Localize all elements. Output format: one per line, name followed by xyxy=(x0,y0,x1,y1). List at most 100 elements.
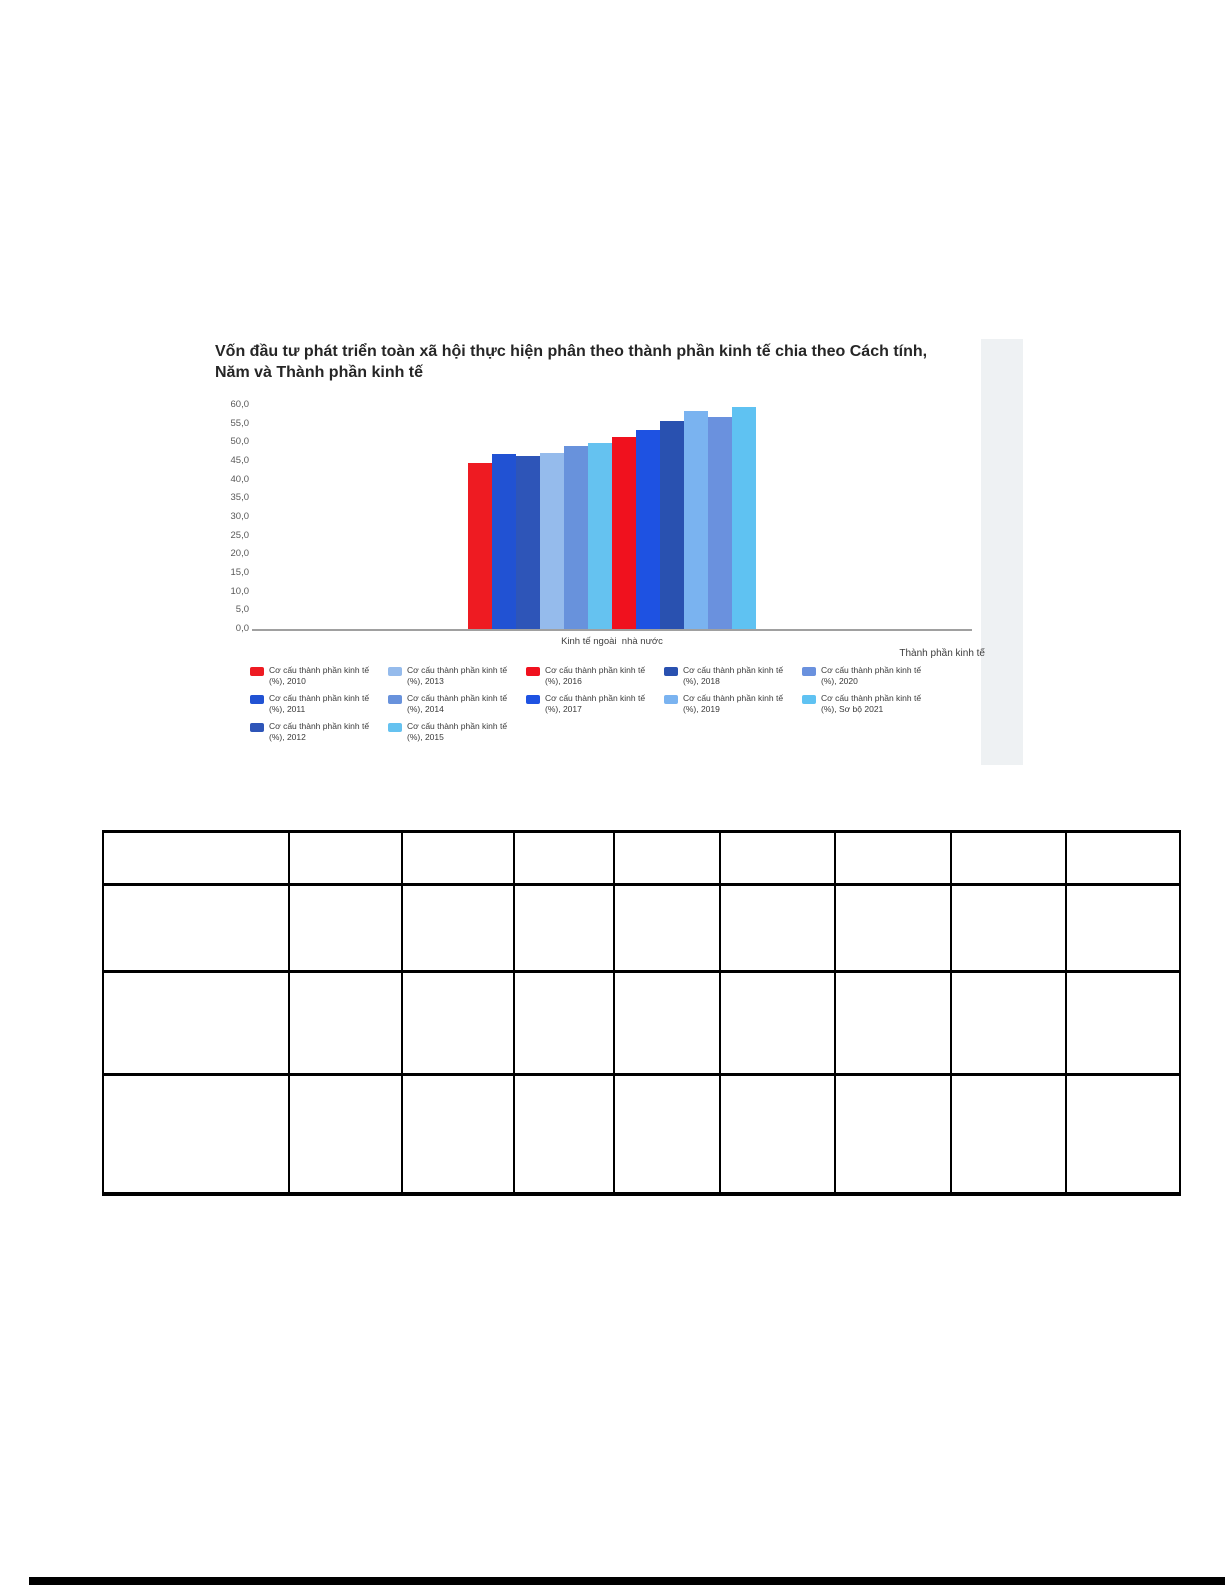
table-row xyxy=(102,970,1181,1076)
table-cell xyxy=(719,1073,836,1196)
legend-column: Cơ cấu thành phần kinh tế (%), 2020 Cơ cấu… xyxy=(802,665,940,742)
legend-item-label: Cơ cấu thành phần kinh tế (%), 2014 xyxy=(407,693,508,714)
legend-item-label: Cơ cấu thành phần kinh tế (%), 2013 xyxy=(407,665,508,686)
table-cell xyxy=(1065,830,1181,886)
table-cell xyxy=(288,1073,403,1196)
table-cell xyxy=(719,883,836,973)
table-cell xyxy=(102,970,290,1076)
table-cell xyxy=(401,883,515,973)
table-cell xyxy=(613,830,721,886)
table-cell xyxy=(719,830,836,886)
table-cell xyxy=(613,883,721,973)
table-cell xyxy=(513,830,615,886)
table-row xyxy=(102,1073,1181,1196)
table-cell xyxy=(834,883,952,973)
table-cell xyxy=(613,970,721,1076)
bar-2021sb xyxy=(732,407,756,629)
legend-item-2019: Cơ cấu thành phần kinh tế (%), 2019 xyxy=(664,693,802,714)
y-axis-tick-label: 0,0 xyxy=(235,623,249,634)
table-cell xyxy=(288,970,403,1076)
bar-2014 xyxy=(564,446,588,629)
legend-item-label: Cơ cấu thành phần kinh tế (%), 2020 xyxy=(821,665,922,686)
bottom-black-bar xyxy=(29,1577,1225,1585)
legend-item-2018: Cơ cấu thành phần kinh tế (%), 2018 xyxy=(664,665,802,686)
y-axis-tick-label: 25,0 xyxy=(230,529,250,541)
table-cell xyxy=(401,1073,515,1196)
legend-column: Cơ cấu thành phần kinh tế (%), 2013 Cơ cấu… xyxy=(388,665,526,742)
x-axis-category-label: Kinh tế ngoài nhà nước xyxy=(561,636,663,647)
legend-item-2013: Cơ cấu thành phần kinh tế (%), 2013 xyxy=(388,665,526,686)
table-cell xyxy=(950,830,1067,886)
y-axis-tick-label: 10,0 xyxy=(230,585,250,597)
legend-column: Cơ cấu thành phần kinh tế (%), 2016 Cơ cấu… xyxy=(526,665,664,742)
chart-legend: Cơ cấu thành phần kinh tế (%), 2010 Cơ cấu… xyxy=(250,665,995,742)
legend-item-label: Cơ cấu thành phần kinh tế (%), 2018 xyxy=(683,665,784,686)
bar-2018 xyxy=(660,420,684,629)
legend-column: Cơ cấu thành phần kinh tế (%), 2018 Cơ cấu… xyxy=(664,665,802,742)
legend-item-label: Cơ cấu thành phần kinh tế (%), 2010 xyxy=(269,665,370,686)
plot-area: Vốn đầu tư phát triển toàn xã hội thực h… xyxy=(215,337,1025,767)
bar-2010 xyxy=(468,462,492,629)
legend-swatch xyxy=(250,695,264,704)
legend-swatch xyxy=(526,667,540,676)
legend-item-2012: Cơ cấu thành phần kinh tế (%), 2012 xyxy=(250,721,388,742)
y-axis-tick-label: 40,0 xyxy=(230,473,250,485)
legend-item-2011: Cơ cấu thành phần kinh tế (%), 2011 xyxy=(250,693,388,714)
table-cell xyxy=(1065,883,1181,973)
legend-swatch xyxy=(664,667,678,676)
table-cell xyxy=(288,883,403,973)
legend-item-2021sb: Cơ cấu thành phần kinh tế (%), Sơ bộ 2021 xyxy=(802,693,940,714)
table-cell xyxy=(719,970,836,1076)
legend-item-label: Cơ cấu thành phần kinh tế (%), 2016 xyxy=(545,665,646,686)
legend-item-label: Cơ cấu thành phần kinh tế (%), 2017 xyxy=(545,693,646,714)
bar-2015 xyxy=(588,442,612,629)
legend-swatch xyxy=(250,667,264,676)
table-cell xyxy=(950,883,1067,973)
legend-item-2015: Cơ cấu thành phần kinh tế (%), 2015 xyxy=(388,721,526,742)
y-axis-tick-label: 45,0 xyxy=(230,455,250,466)
chart: Vốn đầu tư phát triển toàn xã hội thực h… xyxy=(215,337,1025,767)
x-axis-line xyxy=(252,629,972,631)
bar-2013 xyxy=(540,452,564,629)
legend-item-2017: Cơ cấu thành phần kinh tế (%), 2017 xyxy=(526,693,664,714)
legend-item-label: Cơ cấu thành phần kinh tế (%), 2011 xyxy=(269,693,370,714)
bar-2012 xyxy=(516,455,540,629)
y-axis-tick-label: 60,0 xyxy=(230,399,250,410)
legend-item-label: Cơ cấu thành phần kinh tế (%), 2015 xyxy=(407,721,508,742)
table-cell xyxy=(513,1073,615,1196)
table-cell xyxy=(513,970,615,1076)
legend-swatch xyxy=(388,695,402,704)
bar-2020 xyxy=(708,416,732,629)
legend-item-2020: Cơ cấu thành phần kinh tế (%), 2020 xyxy=(802,665,940,686)
y-axis-tick-label: 55,0 xyxy=(230,417,250,429)
table-cell xyxy=(1065,970,1181,1076)
empty-table xyxy=(102,830,1181,1196)
bar-2017 xyxy=(636,429,660,629)
y-axis-tick-label: 5,0 xyxy=(235,604,249,616)
legend-swatch xyxy=(388,723,402,732)
y-axis-tick-label: 20,0 xyxy=(230,548,250,560)
legend-item-label: Cơ cấu thành phần kinh tế (%), 2012 xyxy=(269,721,370,742)
bar-2016 xyxy=(612,437,636,629)
table-cell xyxy=(513,883,615,973)
bar-group xyxy=(468,405,756,629)
table-cell xyxy=(102,883,290,973)
y-axis-tick-label: 15,0 xyxy=(230,567,250,578)
bar-2019 xyxy=(684,411,708,629)
table-cell xyxy=(102,1073,290,1196)
legend-swatch xyxy=(802,695,816,704)
legend-item-label: Cơ cấu thành phần kinh tế (%), Sơ bộ 2021 xyxy=(821,693,922,714)
legend-swatch xyxy=(526,695,540,704)
chart-title: Vốn đầu tư phát triển toàn xã hội thực h… xyxy=(215,343,928,381)
legend-item-2014: Cơ cấu thành phần kinh tế (%), 2014 xyxy=(388,693,526,714)
table-cell xyxy=(950,970,1067,1076)
table-cell xyxy=(401,970,515,1076)
legend-item-2010: Cơ cấu thành phần kinh tế (%), 2010 xyxy=(250,665,388,686)
table-cell xyxy=(1065,1073,1181,1196)
x-axis-title: Thành phần kinh tế xyxy=(899,648,985,659)
y-axis-tick-label: 35,0 xyxy=(230,492,250,504)
bar-2011 xyxy=(492,454,516,629)
table-cell xyxy=(834,830,952,886)
legend-swatch xyxy=(388,667,402,676)
legend-item-2016: Cơ cấu thành phần kinh tế (%), 2016 xyxy=(526,665,664,686)
